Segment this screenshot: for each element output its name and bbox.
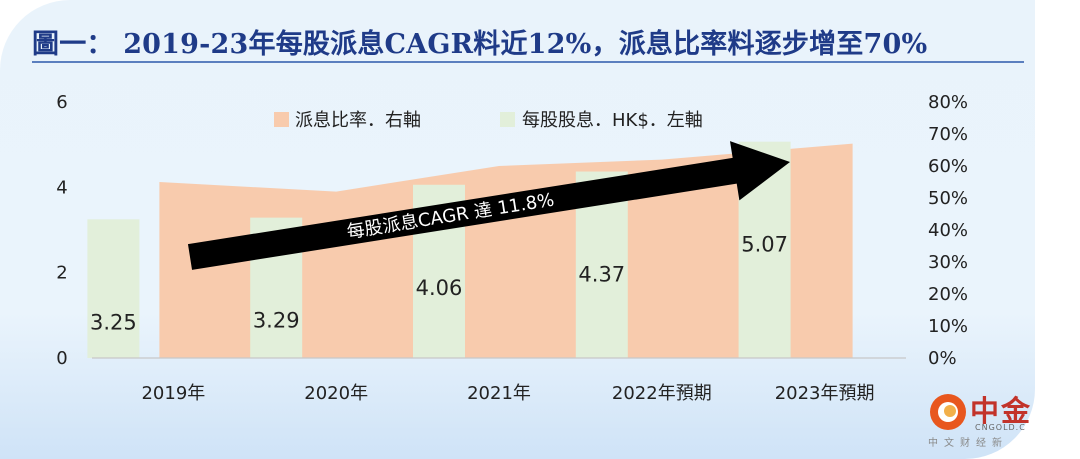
right-axis-tick: 10% [928,316,968,337]
dps-data-label: 4.37 [578,263,625,287]
left-axis-tick: 6 [56,92,67,113]
x-axis-tick: 2022年預期 [612,383,712,404]
x-axis-tick: 2023年預期 [775,383,875,404]
right-axis-tick: 60% [928,156,968,177]
right-axis-tick: 80% [928,92,968,113]
logo-subtitle: 中文财经新 [928,438,1008,449]
payout-ratio-area [159,143,853,358]
title-underline [32,61,1024,63]
logo-text: 中金 [970,394,1033,428]
x-axis-tick: 2021年 [467,383,531,404]
dps-data-label: 3.25 [90,310,137,334]
left-axis-tick: 4 [56,177,67,198]
left-axis-tick: 0 [56,348,67,369]
x-axis-tick: 2019年 [141,383,205,404]
dps-bar-1 [87,219,140,358]
logo-mark-icon [930,394,966,430]
right-axis-tick: 40% [928,220,968,241]
right-axis-tick: 20% [928,284,968,305]
right-axis-tick: 50% [928,188,968,209]
right-axis-tick: 0% [928,348,957,369]
arrow-shape [187,141,791,270]
left-axis-tick: 2 [56,263,67,284]
cngold-logo: 中金 CNGOLD.C 中文财经新 [922,384,1037,454]
right-axis-tick: 70% [928,124,968,145]
legend-label-ratio: 派息比率．右軸 [295,110,421,131]
logo-english: CNGOLD.C [975,423,1026,432]
dps-data-label: 5.07 [741,233,788,257]
dps-data-label: 4.06 [416,276,463,300]
right-axis-tick: 30% [928,252,968,273]
chart-title: 圖一： 2019-23年每股派息CAGR料近12%，派息比率料逐步增至70% [32,29,928,60]
legend-swatch-ratio [274,112,289,127]
x-axis-tick: 2020年 [304,383,368,404]
legend-label-dps: 每股股息．HK$．左軸 [522,110,703,131]
dps-data-label: 3.29 [253,309,300,333]
legend-swatch-dps [500,112,515,127]
